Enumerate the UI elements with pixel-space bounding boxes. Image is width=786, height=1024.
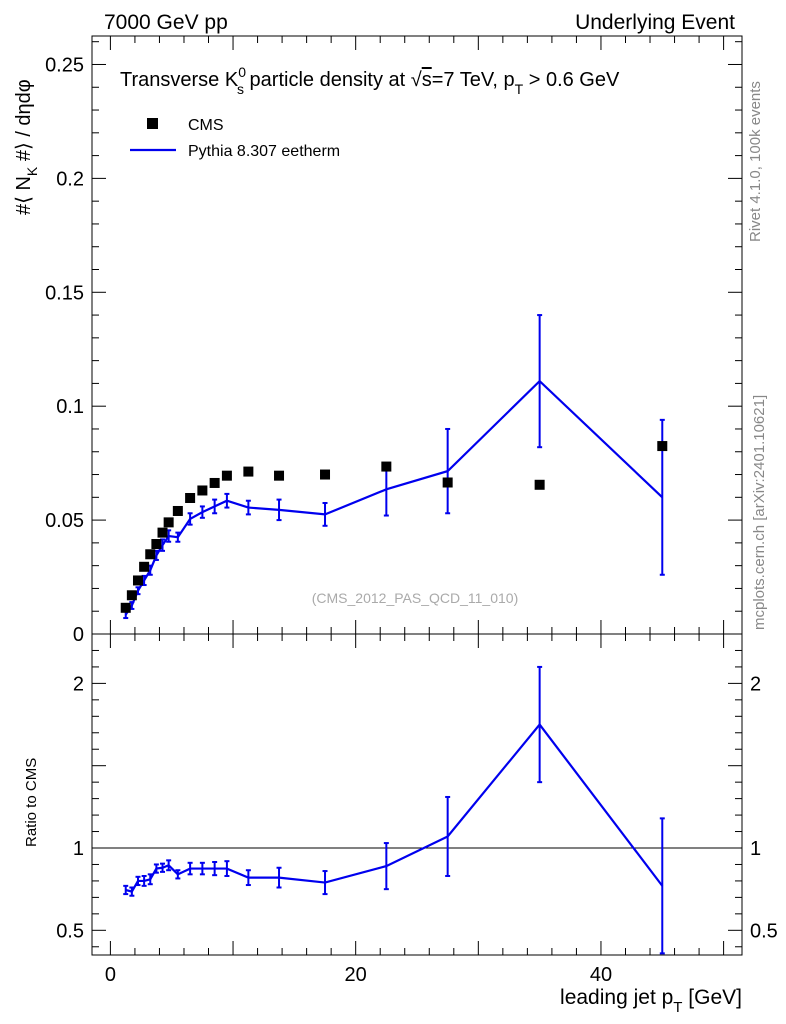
legend: CMS Pythia 8.307 eetherm	[130, 117, 340, 160]
x-tick-label: 40	[590, 964, 612, 986]
main-y-tick-label: 0.05	[45, 510, 84, 532]
cms-data-point	[221, 470, 232, 481]
ratio-y-axis-label: Ratio to CMS	[23, 758, 40, 847]
mc-main-line	[124, 379, 664, 616]
ratio-y-tick-label-left: 2	[73, 673, 84, 695]
x-tick-label: 20	[345, 964, 367, 986]
cms-data-point	[534, 479, 545, 490]
ratio-y-tick-label-right: 2	[750, 673, 761, 695]
x-axis-label: leading jet pT [GeV]	[560, 986, 742, 1016]
ratio-y-ticks: 0.5 0.5 1 1 2 2	[56, 649, 778, 948]
x-tick-label: 0	[105, 964, 116, 986]
cms-data-point	[442, 477, 453, 488]
ratio-x-ticks: 0 20 40	[105, 634, 725, 986]
header-analysis-label: Underlying Event	[575, 11, 735, 34]
main-y-tick-label: 0.25	[45, 54, 84, 76]
mc-series-main	[123, 314, 665, 620]
cms-data-point	[120, 602, 131, 613]
y-label-part-b: #⟩ / dηdφ	[13, 79, 35, 167]
title-sqrt-argument: s	[422, 69, 432, 91]
legend-cms-marker	[147, 118, 158, 129]
legend-cms-label: CMS	[188, 117, 224, 134]
rivet-version-label: Rivet 4.1.0, 100k events	[747, 81, 764, 242]
title-pt-subscript: T	[515, 81, 524, 97]
cms-data-point	[185, 492, 196, 503]
cms-data-point	[657, 441, 668, 452]
main-y-tick-label: 0.15	[45, 282, 84, 304]
cms-data-point	[157, 527, 168, 538]
title-energy: =7 TeV, p	[432, 69, 515, 91]
y-label-subscript: K	[24, 166, 40, 176]
title-k0-superscript: 0	[238, 64, 246, 80]
cms-data-point	[197, 485, 208, 496]
cms-data-point	[320, 469, 331, 480]
x-label-part-a: leading jet p	[560, 986, 673, 1009]
main-y-axis-label: #⟨ NK #⟩ / dηdφ	[13, 79, 40, 215]
chart-title: Transverse K0 s particle density at √s=7 …	[120, 64, 620, 97]
ratio-panel: 0.5 0.5 1 1 2 2 0 20 40	[56, 633, 778, 986]
ratio-panel-frame	[91, 633, 743, 956]
cms-data-point	[274, 470, 285, 481]
main-x-ticks	[109, 36, 725, 634]
title-prefix: Transverse K	[120, 69, 239, 91]
x-label-subscript: T	[673, 999, 682, 1016]
main-y-ticks: 0 0.05 0.1 0.15 0.2 0.25	[45, 41, 742, 646]
cms-data-point	[145, 549, 156, 560]
cms-data-point	[151, 539, 162, 550]
cms-data-point	[381, 461, 392, 472]
main-y-tick-label: 0.2	[56, 168, 84, 190]
main-y-tick-label: 0	[73, 624, 84, 646]
cms-data-series	[120, 441, 668, 613]
mcplots-credit-label: mcplots.cern.ch [arXiv:2401.10621]	[751, 395, 768, 630]
y-label-part-a: #⟨ N	[13, 176, 35, 215]
cms-data-point	[132, 575, 143, 586]
cms-data-point	[209, 477, 220, 488]
legend-mc-label: Pythia 8.307 eetherm	[188, 143, 340, 160]
header-beam-label: 7000 GeV pp	[104, 11, 228, 34]
cms-data-point	[172, 505, 183, 516]
main-y-tick-label: 0.1	[56, 396, 84, 418]
x-label-part-b: [GeV]	[682, 986, 742, 1009]
cms-data-point	[163, 517, 174, 528]
mc-series-ratio	[123, 665, 665, 955]
ratio-y-tick-label-right: 0.5	[750, 920, 778, 942]
cms-data-point	[139, 561, 150, 572]
mc-ratio-line	[125, 722, 664, 893]
ratio-y-tick-label-left: 0.5	[56, 920, 84, 942]
title-k0-subscript: s	[237, 81, 244, 97]
main-panel: 0 0.05 0.1 0.15 0.2 0.25 (CMS_2012_PAS_QCD_11…	[45, 35, 743, 646]
title-mid: particle density at	[244, 69, 411, 91]
ratio-y-tick-label-right: 1	[750, 838, 761, 860]
cms-data-point	[126, 590, 137, 601]
ratio-y-tick-label-left: 1	[73, 838, 84, 860]
title-cut: > 0.6 GeV	[523, 69, 620, 91]
analysis-watermark: (CMS_2012_PAS_QCD_11_010)	[312, 590, 519, 606]
cms-data-point	[243, 466, 254, 477]
title-sqrt-symbol: √	[411, 69, 422, 91]
